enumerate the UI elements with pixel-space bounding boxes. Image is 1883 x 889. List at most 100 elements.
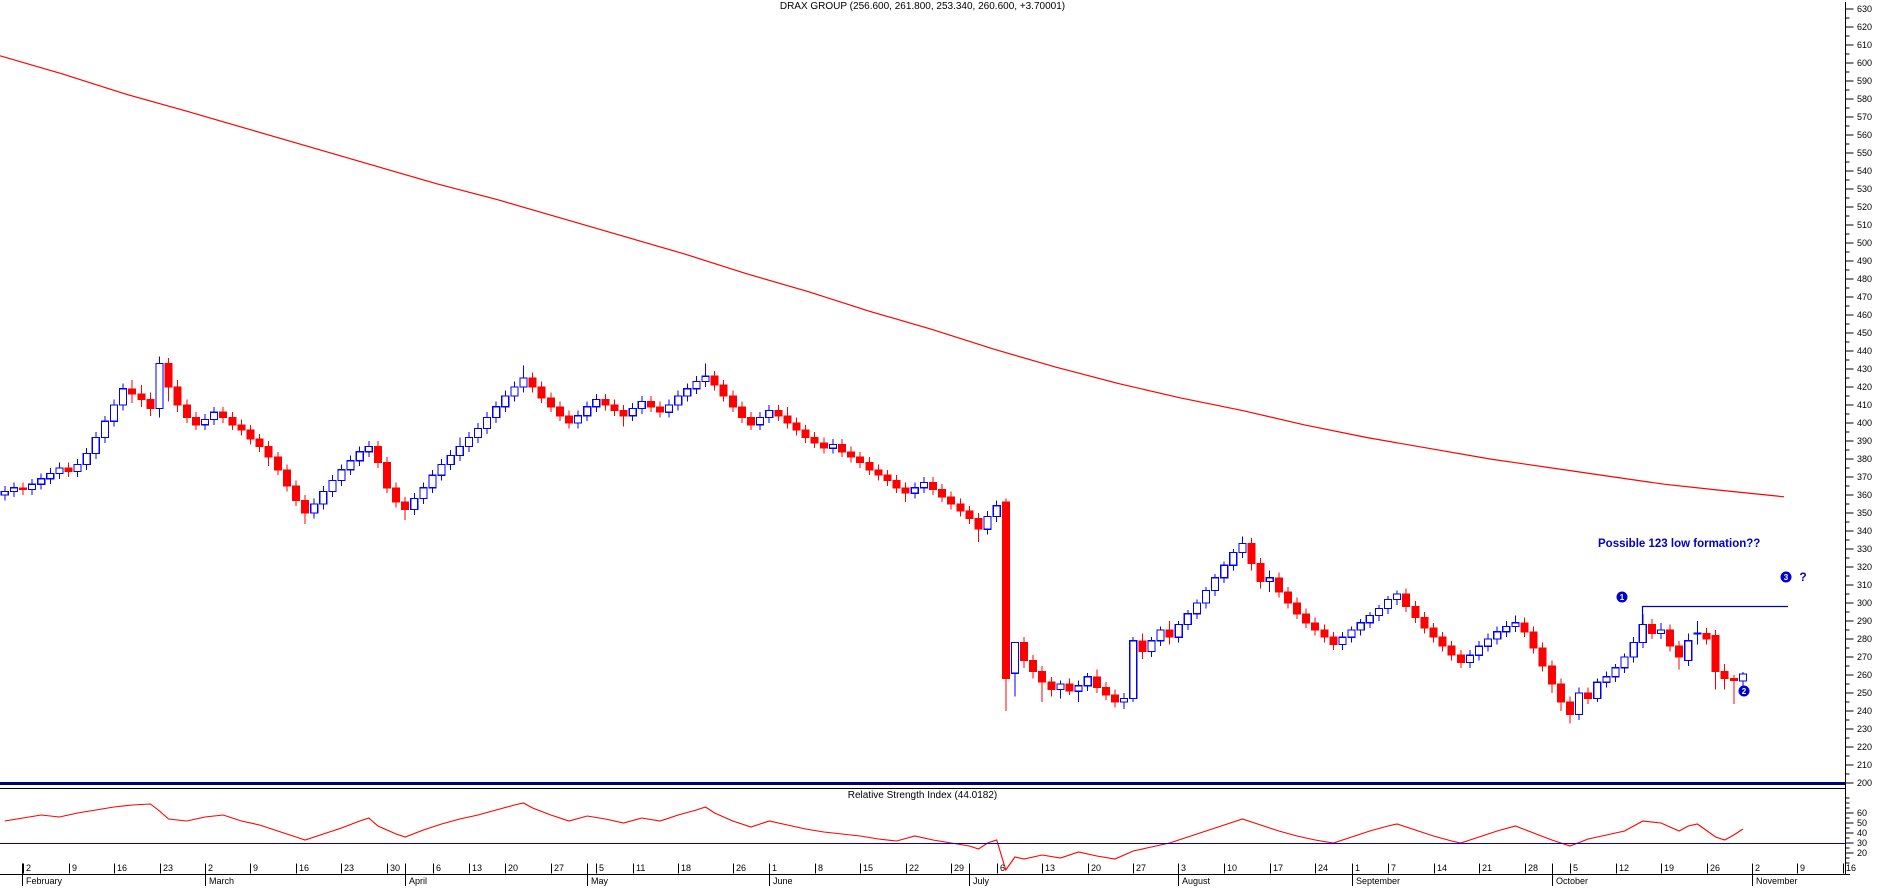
svg-text:2: 2 (1755, 863, 1760, 873)
annotation-text[interactable]: Possible 123 low formation?? (1598, 538, 1761, 550)
circled-1-marker[interactable]: 1 (1616, 591, 1628, 603)
candles (0, 356, 1748, 724)
svg-text:490: 490 (1857, 256, 1872, 266)
svg-text:500: 500 (1857, 238, 1872, 248)
question-mark: ? (1799, 570, 1806, 584)
svg-text:600: 600 (1857, 58, 1872, 68)
svg-text:2: 2 (1742, 687, 1747, 696)
svg-text:230: 230 (1857, 724, 1872, 734)
svg-text:620: 620 (1857, 22, 1872, 32)
svg-text:510: 510 (1857, 220, 1872, 230)
svg-text:3: 3 (1181, 863, 1186, 873)
svg-text:330: 330 (1857, 544, 1872, 554)
svg-text:410: 410 (1857, 400, 1872, 410)
svg-text:370: 370 (1857, 472, 1872, 482)
svg-text:350: 350 (1857, 508, 1872, 518)
svg-text:520: 520 (1857, 202, 1872, 212)
svg-text:2: 2 (208, 863, 213, 873)
svg-text:September: September (1356, 876, 1400, 886)
svg-text:8: 8 (818, 863, 823, 873)
svg-text:280: 280 (1857, 634, 1872, 644)
panel-divider[interactable] (0, 782, 1846, 785)
svg-text:270: 270 (1857, 652, 1872, 662)
svg-text:430: 430 (1857, 364, 1872, 374)
svg-text:440: 440 (1857, 346, 1872, 356)
svg-text:26: 26 (736, 863, 746, 873)
svg-text:19: 19 (1664, 863, 1674, 873)
svg-text:30: 30 (1857, 838, 1867, 848)
svg-text:5: 5 (599, 863, 604, 873)
svg-text:50: 50 (1857, 818, 1867, 828)
svg-text:March: March (209, 876, 234, 886)
svg-text:2: 2 (26, 863, 31, 873)
svg-text:1: 1 (1355, 863, 1360, 873)
svg-text:540: 540 (1857, 166, 1872, 176)
svg-text:30: 30 (390, 863, 400, 873)
svg-text:February: February (26, 876, 63, 886)
svg-text:October: October (1556, 876, 1588, 886)
svg-text:530: 530 (1857, 184, 1872, 194)
svg-text:210: 210 (1857, 760, 1872, 770)
svg-text:60: 60 (1857, 808, 1867, 818)
svg-text:9: 9 (1800, 863, 1805, 873)
svg-text:550: 550 (1857, 148, 1872, 158)
svg-text:20: 20 (508, 863, 518, 873)
svg-text:450: 450 (1857, 328, 1872, 338)
svg-text:420: 420 (1857, 382, 1872, 392)
svg-text:23: 23 (344, 863, 354, 873)
svg-text:400: 400 (1857, 418, 1872, 428)
svg-text:18: 18 (681, 863, 691, 873)
svg-text:200: 200 (1857, 778, 1872, 788)
svg-text:28: 28 (1528, 863, 1538, 873)
svg-text:10: 10 (1227, 863, 1237, 873)
svg-text:290: 290 (1857, 616, 1872, 626)
svg-text:610: 610 (1857, 40, 1872, 50)
svg-text:1: 1 (1620, 593, 1625, 602)
svg-text:July: July (973, 876, 990, 886)
svg-text:480: 480 (1857, 274, 1872, 284)
svg-text:August: August (1182, 876, 1211, 886)
svg-text:470: 470 (1857, 292, 1872, 302)
svg-text:360: 360 (1857, 490, 1872, 500)
svg-text:5: 5 (1573, 863, 1578, 873)
svg-text:12: 12 (1619, 863, 1629, 873)
rsi-panel (0, 802, 1846, 872)
svg-text:27: 27 (554, 863, 564, 873)
svg-text:14: 14 (1437, 863, 1447, 873)
svg-text:26: 26 (1710, 863, 1720, 873)
svg-text:23: 23 (163, 863, 173, 873)
svg-text:13: 13 (472, 863, 482, 873)
svg-text:560: 560 (1857, 130, 1872, 140)
svg-text:590: 590 (1857, 76, 1872, 86)
svg-text:May: May (591, 876, 609, 886)
svg-text:310: 310 (1857, 580, 1872, 590)
svg-text:340: 340 (1857, 526, 1872, 536)
svg-text:6: 6 (1000, 863, 1005, 873)
svg-text:9: 9 (72, 863, 77, 873)
svg-text:220: 220 (1857, 742, 1872, 752)
chart-title: DRAX GROUP (256.600, 261.800, 253.340, 2… (779, 1, 1066, 12)
svg-text:16: 16 (1846, 863, 1856, 873)
circled-2-marker[interactable]: 2 (1738, 685, 1750, 697)
svg-text:390: 390 (1857, 436, 1872, 446)
svg-text:16: 16 (299, 863, 309, 873)
svg-text:7: 7 (1391, 863, 1396, 873)
price-panel (0, 55, 1785, 724)
svg-text:6: 6 (436, 863, 441, 873)
svg-text:24: 24 (1318, 863, 1328, 873)
annotation-group[interactable]: 1 2 3? (1616, 570, 1807, 697)
svg-text:21: 21 (1482, 863, 1492, 873)
svg-text:380: 380 (1857, 454, 1872, 464)
svg-text:9: 9 (253, 863, 258, 873)
svg-text:570: 570 (1857, 112, 1872, 122)
circled-3-marker[interactable]: 3 (1780, 571, 1792, 583)
svg-text:260: 260 (1857, 670, 1872, 680)
svg-text:460: 460 (1857, 310, 1872, 320)
svg-text:June: June (773, 876, 793, 886)
rsi-line (4, 802, 1744, 872)
svg-text:580: 580 (1857, 94, 1872, 104)
svg-text:320: 320 (1857, 562, 1872, 572)
